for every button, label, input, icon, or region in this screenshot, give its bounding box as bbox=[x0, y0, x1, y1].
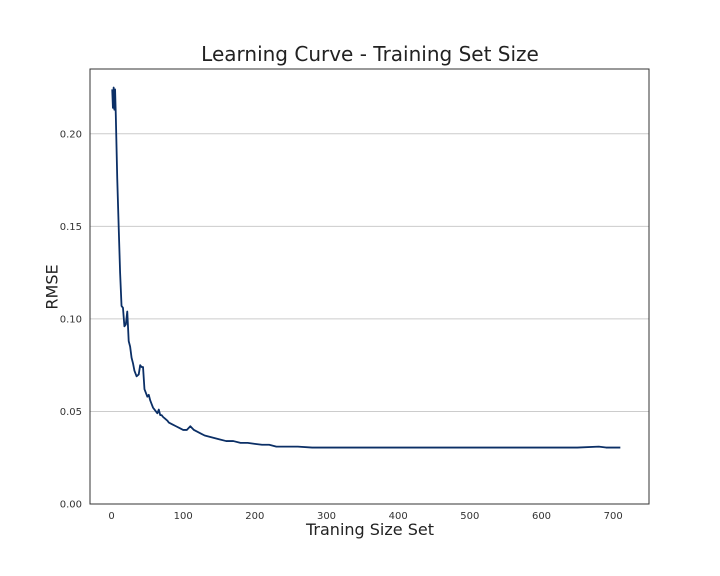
plot-frame bbox=[89, 68, 650, 505]
x-tick-label: 0 bbox=[108, 511, 114, 522]
chart-title: Learning Curve - Training Set Size bbox=[201, 42, 539, 66]
x-tick-label: 700 bbox=[604, 511, 623, 522]
x-tick-label: 600 bbox=[532, 511, 551, 522]
y-tick-label: 0.20 bbox=[60, 129, 82, 140]
x-tick-label: 400 bbox=[389, 511, 408, 522]
x-ticks: 0 100 200 300 400 500 600 700 bbox=[108, 511, 622, 522]
y-tick-label: 0.15 bbox=[60, 222, 82, 233]
y-ticks: 0.00 0.05 0.10 0.15 0.20 bbox=[60, 129, 82, 510]
x-axis-label: Traning Size Set bbox=[306, 520, 434, 539]
y-tick-label: 0.10 bbox=[60, 314, 82, 325]
x-tick-label: 300 bbox=[317, 511, 336, 522]
y-tick-label: 0.05 bbox=[60, 407, 82, 418]
data-series bbox=[111, 86, 621, 449]
y-tick-label: 0.00 bbox=[60, 500, 82, 511]
x-tick-label: 100 bbox=[174, 511, 193, 522]
x-tick-label: 500 bbox=[460, 511, 479, 522]
x-tick-label: 200 bbox=[245, 511, 264, 522]
grid-lines bbox=[90, 133, 649, 412]
rmse-line bbox=[111, 86, 621, 449]
